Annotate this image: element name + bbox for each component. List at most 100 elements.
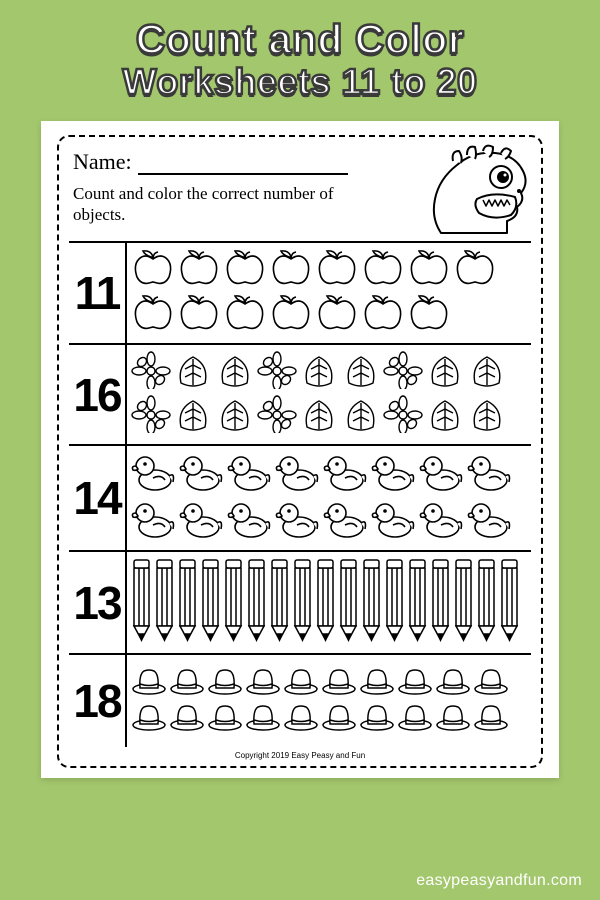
apple-icon [131, 294, 175, 337]
hat-icon [435, 702, 471, 737]
apple-icon [407, 294, 451, 337]
duck-icon [227, 452, 273, 497]
hat-icon [435, 666, 471, 701]
apple-icon [361, 294, 405, 337]
apple-icon [223, 249, 267, 292]
hat-icon [321, 666, 357, 701]
instruction-text: Count and color the correct number of ob… [73, 183, 373, 226]
duck-icon [179, 499, 225, 544]
pencil-icon [384, 558, 405, 647]
hat-icon [321, 702, 357, 737]
leaf-icon [173, 351, 213, 394]
hat-icon [359, 666, 395, 701]
leaf-icon [215, 395, 255, 438]
duck-icon [419, 452, 465, 497]
hat-icon [473, 702, 509, 737]
apple-icon [177, 294, 221, 337]
leaf-icon [257, 395, 297, 438]
leaf-icon [467, 351, 507, 394]
page-header: Count and Color Worksheets 11 to 20 [0, 0, 600, 113]
pencil-icon [154, 558, 175, 647]
pencil-icon [246, 558, 267, 647]
row-objects [127, 446, 531, 550]
hat-icon [397, 702, 433, 737]
worksheet-sheet: Name: Count and color the correct number… [41, 121, 559, 778]
header-title: Count and Color [10, 18, 590, 61]
hat-icon [473, 666, 509, 701]
row-objects [127, 345, 531, 444]
hat-icon [207, 666, 243, 701]
row-objects [127, 552, 531, 653]
apple-icon [223, 294, 267, 337]
hat-icon [131, 702, 167, 737]
worksheet-inner: Name: Count and color the correct number… [57, 135, 543, 768]
copyright-text: Copyright 2019 Easy Peasy and Fun [69, 747, 531, 762]
pencil-icon [223, 558, 244, 647]
duck-icon [275, 499, 321, 544]
hat-icon [169, 702, 205, 737]
leaf-icon [467, 395, 507, 438]
apple-icon [315, 249, 359, 292]
leaf-icon [341, 351, 381, 394]
pencil-icon [200, 558, 221, 647]
row-number: 14 [69, 446, 127, 550]
pencil-icon [499, 558, 520, 647]
duck-icon [323, 452, 369, 497]
pencil-icon [292, 558, 313, 647]
leaf-icon [383, 351, 423, 394]
duck-icon [227, 499, 273, 544]
leaf-icon [173, 395, 213, 438]
rows-container: 1116141318 [69, 241, 531, 747]
hat-icon [359, 702, 395, 737]
worksheet-row: 13 [69, 550, 531, 653]
leaf-icon [131, 351, 171, 394]
hat-icon [207, 702, 243, 737]
apple-icon [453, 249, 497, 292]
hat-icon [245, 666, 281, 701]
hat-icon [283, 702, 319, 737]
duck-icon [371, 499, 417, 544]
name-underline [138, 157, 348, 175]
pencil-icon [131, 558, 152, 647]
pencil-icon [361, 558, 382, 647]
pencil-icon [315, 558, 336, 647]
apple-icon [269, 249, 313, 292]
watermark-text: easypeasyandfun.com [416, 872, 582, 890]
leaf-icon [425, 351, 465, 394]
hat-icon [397, 666, 433, 701]
row-number: 18 [69, 655, 127, 747]
worksheet-row: 11 [69, 241, 531, 343]
leaf-icon [299, 395, 339, 438]
duck-icon [131, 452, 177, 497]
pencil-icon [453, 558, 474, 647]
worksheet-row: 18 [69, 653, 531, 747]
leaf-icon [341, 395, 381, 438]
leaf-icon [425, 395, 465, 438]
duck-icon [131, 499, 177, 544]
header-subtitle: Worksheets 11 to 20 [10, 61, 590, 103]
row-number: 11 [69, 243, 127, 343]
pencil-icon [476, 558, 497, 647]
name-label: Name: [73, 149, 132, 175]
duck-icon [179, 452, 225, 497]
apple-icon [361, 249, 405, 292]
hat-icon [283, 666, 319, 701]
duck-icon [323, 499, 369, 544]
pencil-icon [430, 558, 451, 647]
row-objects [127, 243, 531, 343]
pencil-icon [338, 558, 359, 647]
pencil-icon [269, 558, 290, 647]
duck-icon [467, 499, 513, 544]
row-objects [127, 655, 531, 747]
leaf-icon [131, 395, 171, 438]
hat-icon [245, 702, 281, 737]
pencil-icon [407, 558, 428, 647]
apple-icon [131, 249, 175, 292]
leaf-icon [215, 351, 255, 394]
dinosaur-icon [423, 143, 533, 240]
duck-icon [275, 452, 321, 497]
leaf-icon [257, 351, 297, 394]
leaf-icon [299, 351, 339, 394]
row-number: 13 [69, 552, 127, 653]
hat-icon [169, 666, 205, 701]
